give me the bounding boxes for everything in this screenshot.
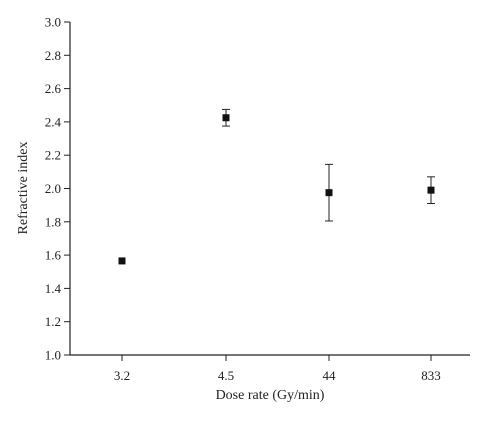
x-tick-label: 44 xyxy=(323,368,337,383)
y-tick-label: 1.0 xyxy=(45,348,61,363)
x-tick-label: 3.2 xyxy=(114,368,130,383)
y-tick-label: 1.6 xyxy=(45,248,62,263)
y-tick-label: 2.2 xyxy=(45,148,61,163)
y-tick-label: 1.2 xyxy=(45,314,61,329)
x-tick-label: 833 xyxy=(421,368,441,383)
x-ticks: 3.2 4.5 44 833 xyxy=(114,355,441,383)
y-ticks: 1.0 1.2 1.4 1.6 1.8 2.0 2.2 2.4 2.6 2.8 3.0 xyxy=(45,15,70,363)
y-tick-label: 2.4 xyxy=(45,114,62,129)
x-tick-label: 4.5 xyxy=(218,368,234,383)
y-axis-label: Refractive index xyxy=(16,142,31,235)
y-tick-label: 2.8 xyxy=(45,48,61,63)
y-tick-label: 1.4 xyxy=(45,281,62,296)
y-tick-label: 2.6 xyxy=(45,81,62,96)
y-tick-label: 3.0 xyxy=(45,15,61,30)
y-tick-label: 2.0 xyxy=(45,181,61,196)
data-point xyxy=(427,186,435,194)
data-point xyxy=(118,257,126,265)
data-point xyxy=(325,189,333,197)
data-point xyxy=(222,114,230,122)
data-markers xyxy=(118,108,435,265)
x-axis-label: Dose rate (Gy/min) xyxy=(216,388,325,403)
y-tick-label: 1.8 xyxy=(45,214,61,229)
